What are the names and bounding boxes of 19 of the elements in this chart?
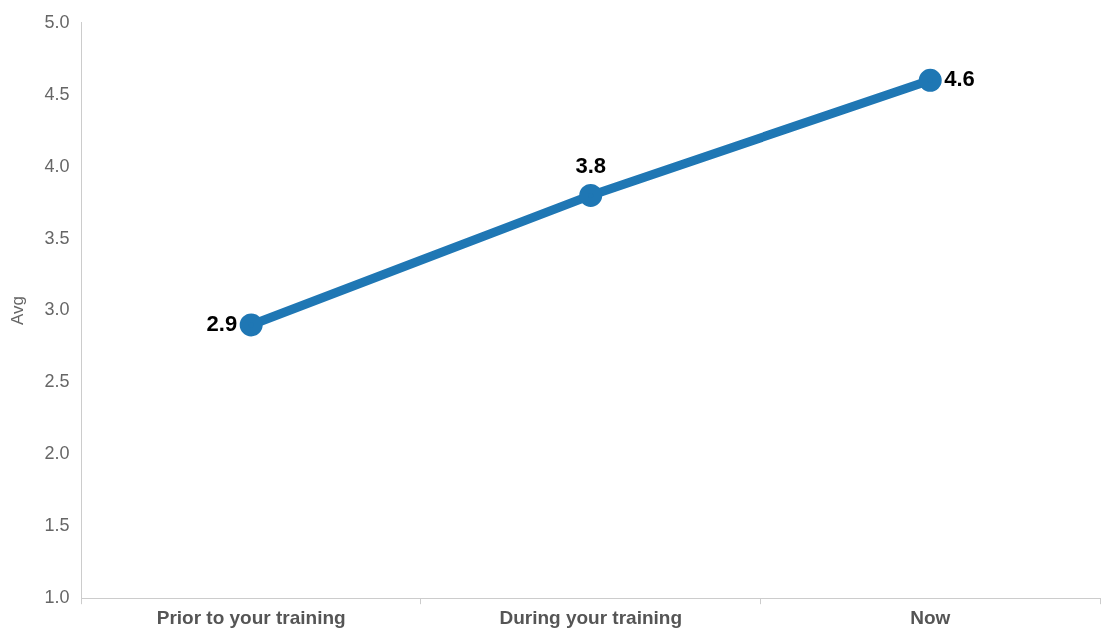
y-tick-label: 4.0 — [44, 155, 70, 176]
data-label: 3.8 — [575, 153, 607, 179]
y-tick-label: 1.0 — [44, 587, 70, 608]
point — [918, 68, 942, 92]
y-tick-label: 3.5 — [44, 227, 70, 248]
y-tick-label: 2.0 — [44, 443, 70, 464]
y-tick-label: 2.5 — [44, 371, 70, 392]
y-axis-title: Avg — [7, 296, 27, 325]
x-tick-label: During your training — [499, 606, 683, 628]
y-tick-label: 3.0 — [44, 299, 70, 320]
x-tick-label: Now — [910, 606, 951, 628]
y-tick-label: 5.0 — [44, 11, 70, 32]
point — [239, 313, 263, 337]
y-tick-label: 4.5 — [44, 83, 70, 104]
y-tick-label: 1.5 — [44, 515, 70, 536]
data-label: 4.6 — [944, 66, 975, 92]
data-label: 2.9 — [206, 310, 238, 336]
point — [579, 183, 603, 207]
x-tick-label: Prior to your training — [156, 606, 346, 628]
